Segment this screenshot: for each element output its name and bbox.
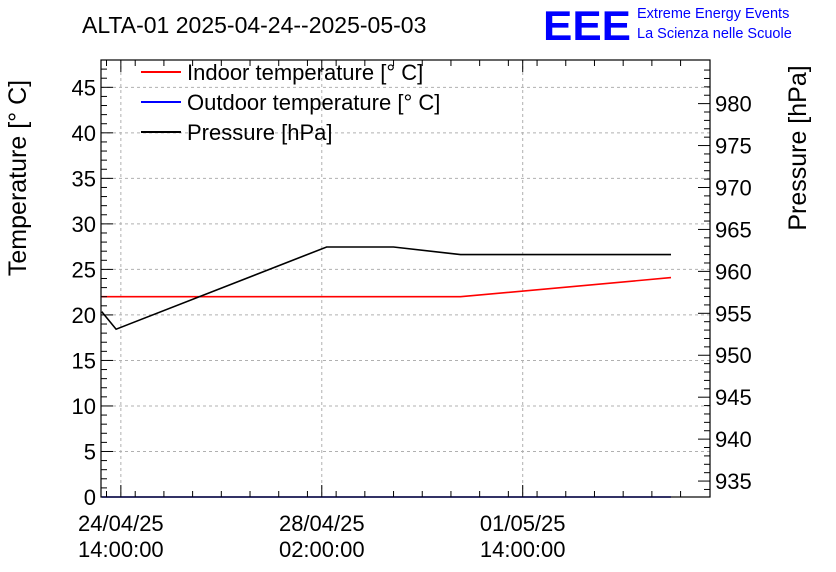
x-tick-time: 02:00:00 <box>279 537 365 562</box>
legend-label-indoor: Indoor temperature [° C] <box>187 60 423 85</box>
chart-title: ALTA-01 2025-04-24--2025-05-03 <box>82 12 426 38</box>
y2-tick-label: 965 <box>715 217 752 242</box>
y2-tick-label: 955 <box>715 301 752 326</box>
y2-tick-label: 960 <box>715 259 752 284</box>
y2-tick-label: 975 <box>715 134 752 159</box>
y-tick-label: 45 <box>72 75 96 100</box>
series-indoor-temperature <box>101 276 672 298</box>
legend: Indoor temperature [° C] Outdoor tempera… <box>141 60 440 145</box>
y-tick-label: 35 <box>72 166 96 191</box>
y-tick-label: 10 <box>72 394 96 419</box>
logo-line1: Extreme Energy Events <box>637 6 789 22</box>
axis-ticks: 0 5 10 15 20 25 30 35 40 45 935 940 945 950 955 960 965 9… <box>72 60 752 562</box>
plot-frame <box>100 59 711 498</box>
series-pressure <box>101 246 671 331</box>
y2-tick-label: 945 <box>715 385 752 410</box>
y2-tick-label: 935 <box>715 469 752 494</box>
x-tick-date: 01/05/25 <box>480 511 566 536</box>
y2-axis-title: Pressure [hPa] <box>784 65 812 230</box>
x-tick-date: 28/04/25 <box>279 511 365 536</box>
logo-mark: EEE <box>543 2 631 49</box>
y2-tick-label: 970 <box>715 175 752 200</box>
logo-line2: La Scienza nelle Scuole <box>637 26 792 42</box>
grid <box>101 60 710 497</box>
legend-label-outdoor: Outdoor temperature [° C] <box>187 90 440 115</box>
y-tick-label: 40 <box>72 121 96 146</box>
y-axis-title: Temperature [° C] <box>4 80 32 276</box>
eee-logo: EEE Extreme Energy Events La Scienza nel… <box>543 2 792 49</box>
legend-label-pressure: Pressure [hPa] <box>187 120 333 145</box>
y-tick-label: 30 <box>72 212 96 237</box>
y-tick-label: 0 <box>84 485 96 510</box>
y-tick-label: 5 <box>84 439 96 464</box>
x-tick-date: 24/04/25 <box>78 511 164 536</box>
y2-tick-label: 950 <box>715 343 752 368</box>
y-tick-label: 25 <box>72 257 96 282</box>
y2-tick-label: 980 <box>715 92 752 117</box>
y2-tick-label: 940 <box>715 427 752 452</box>
y-tick-label: 20 <box>72 303 96 328</box>
x-tick-time: 14:00:00 <box>480 537 566 562</box>
y-tick-label: 15 <box>72 348 96 373</box>
x-tick-time: 14:00:00 <box>78 537 164 562</box>
